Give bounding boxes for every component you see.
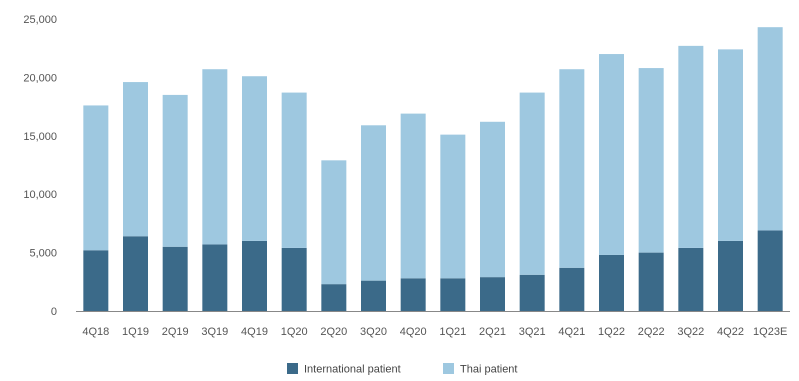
bar-thai-patient	[400, 113, 426, 279]
bar-international-patient	[638, 252, 664, 311]
x-axis: 4Q18 1Q19 2Q19 3Q19 4Q19 1Q20 2Q20 3Q20 4Q20 1Q21…	[82, 326, 787, 338]
bar-international-patient	[123, 236, 148, 311]
x-tick-label: 4Q19	[241, 326, 268, 338]
bar-international-patient	[281, 247, 307, 311]
bar-international-patient	[83, 250, 109, 311]
bar-thai-patient	[519, 92, 545, 275]
x-tick-label: 3Q20	[360, 326, 387, 338]
legend-label-international: International patient	[304, 364, 401, 376]
legend-label-thai: Thai patient	[460, 364, 517, 376]
x-tick-label: 3Q22	[677, 326, 704, 338]
bar-international-patient	[757, 230, 783, 311]
bar-thai-patient	[123, 82, 148, 237]
bar-thai-patient	[361, 125, 386, 281]
bar-international-patient	[678, 247, 704, 311]
bar-thai-patient	[599, 54, 624, 255]
y-tick-label: 25,000	[23, 14, 57, 26]
x-tick-label: 3Q19	[201, 326, 228, 338]
x-tick-label: 1Q23E	[753, 326, 787, 338]
bar-international-patient	[480, 277, 505, 311]
bar-international-patient	[559, 267, 585, 311]
x-tick-label: 4Q22	[717, 326, 744, 338]
x-tick-label: 1Q21	[439, 326, 466, 338]
legend-swatch-international	[287, 363, 298, 374]
x-tick-label: 1Q20	[281, 326, 308, 338]
x-tick-label: 2Q20	[320, 326, 347, 338]
bar-international-patient	[519, 274, 545, 311]
bar-international-patient	[162, 246, 188, 311]
bar-thai-patient	[718, 49, 743, 241]
x-tick-label: 2Q21	[479, 326, 506, 338]
bar-thai-patient	[559, 69, 585, 268]
legend-swatch-thai	[443, 363, 454, 374]
y-tick-label: 10,000	[23, 189, 57, 201]
bars	[83, 27, 783, 311]
bar-thai-patient	[678, 45, 704, 248]
y-tick-label: 5,000	[29, 248, 57, 260]
bar-international-patient	[440, 278, 466, 311]
y-axis: 0 5,000 10,000 15,000 20,000 25,000	[23, 14, 57, 318]
bar-international-patient	[242, 240, 267, 311]
bar-thai-patient	[162, 94, 188, 247]
bar-thai-patient	[321, 160, 347, 285]
y-tick-label: 20,000	[23, 72, 57, 84]
bar-thai-patient	[638, 68, 664, 253]
bar-international-patient	[361, 280, 386, 311]
bar-thai-patient	[281, 92, 307, 248]
x-tick-label: 2Q19	[162, 326, 189, 338]
x-tick-label: 4Q18	[82, 326, 109, 338]
x-tick-label: 3Q21	[519, 326, 546, 338]
x-tick-label: 1Q19	[122, 326, 149, 338]
x-tick-label: 4Q20	[400, 326, 427, 338]
y-tick-label: 15,000	[23, 131, 57, 143]
bar-thai-patient	[480, 121, 505, 278]
legend: International patient Thai patient	[287, 363, 517, 376]
x-tick-label: 2Q22	[638, 326, 665, 338]
bar-thai-patient	[202, 69, 228, 245]
bar-thai-patient	[757, 27, 783, 231]
bar-international-patient	[599, 254, 624, 311]
bar-thai-patient	[83, 105, 109, 251]
bar-international-patient	[400, 278, 426, 311]
bar-international-patient	[321, 284, 347, 311]
bar-international-patient	[202, 244, 228, 311]
x-tick-label: 1Q22	[598, 326, 625, 338]
x-tick-label: 4Q21	[558, 326, 585, 338]
bar-thai-patient	[242, 76, 267, 241]
y-tick-label: 0	[51, 306, 57, 318]
bar-international-patient	[718, 240, 743, 311]
bar-thai-patient	[440, 134, 466, 279]
